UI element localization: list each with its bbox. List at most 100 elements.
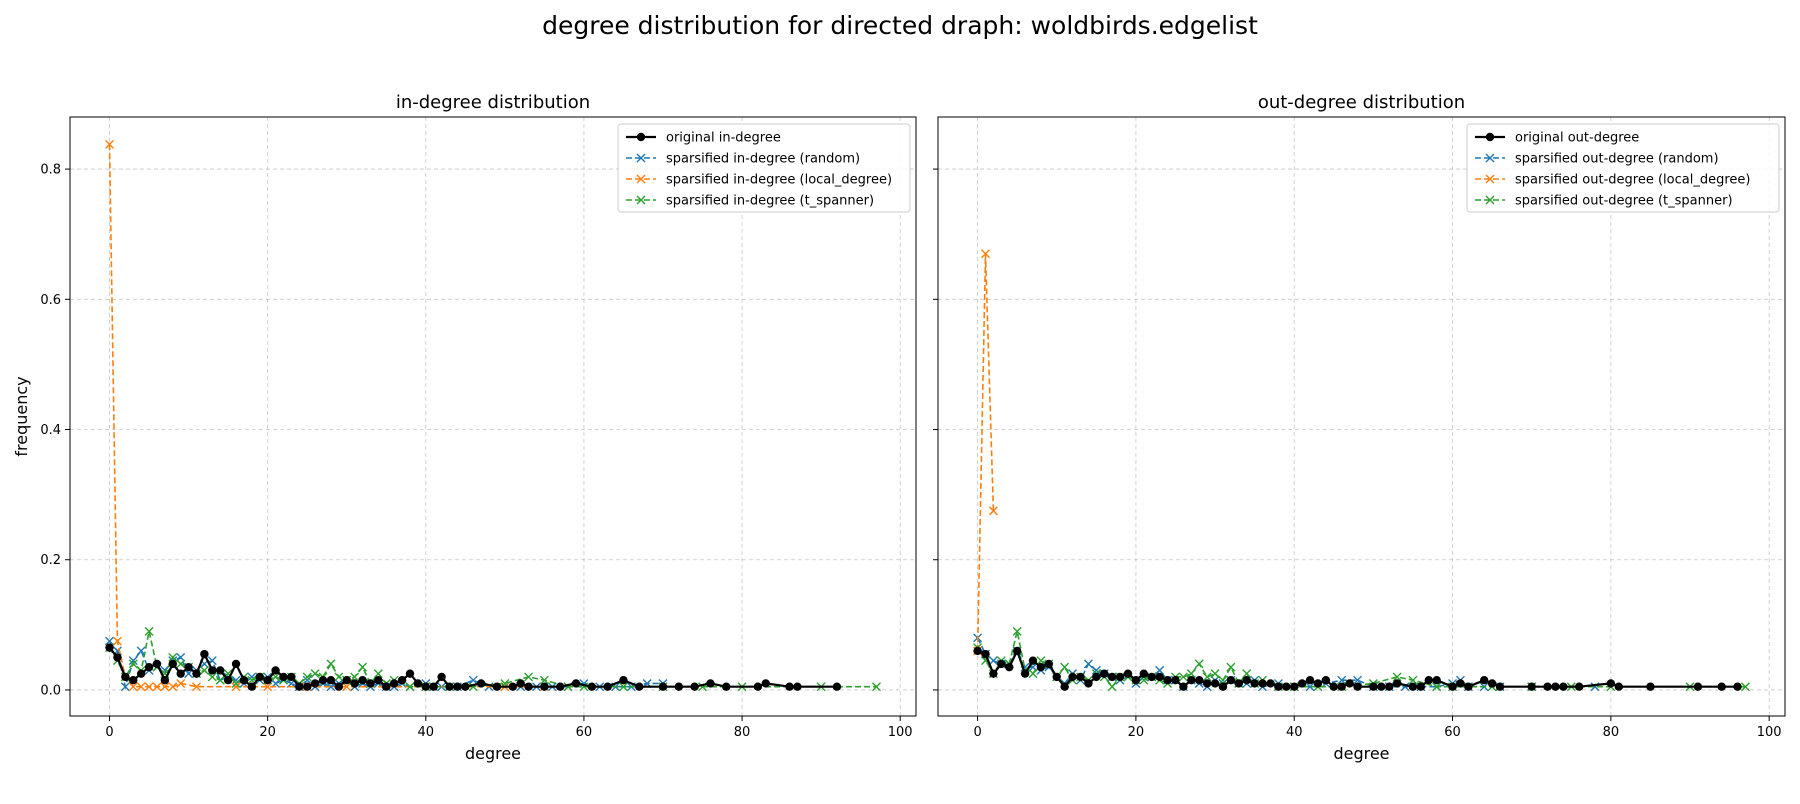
chart-0-series-3-point-9 [176, 669, 185, 678]
chart-1-series-3-point-47 [1345, 679, 1354, 688]
chart-1-series-3-point-48 [1353, 682, 1362, 691]
chart-0-ytick-label-3: 0.6 [40, 293, 61, 308]
chart-0-legend-label-1: sparsified in-degree (random) [666, 152, 860, 167]
chart-0-series-1-point-3 [128, 682, 138, 692]
chart-0-xtick-label-2: 40 [418, 725, 435, 740]
chart-1-series-3-point-64 [1543, 682, 1552, 691]
chart-1-series-3-point-56 [1432, 675, 1441, 685]
chart-1-series-3-point-8 [1036, 662, 1046, 672]
chart-0-series-2-point-42 [524, 672, 534, 682]
chart-1-series-3-point-27 [1187, 675, 1196, 685]
chart-0-series-0-point-0 [105, 636, 115, 646]
chart-0-series-3-point-29 [334, 682, 344, 691]
chart-0-series-3-point-53 [571, 679, 581, 688]
chart-0-series-3-point-55 [603, 682, 612, 691]
chart-1-series-2-point-34 [1242, 669, 1252, 679]
chart-0-series-0-point-3 [128, 656, 138, 666]
chart-0-series-1-point-7 [160, 682, 170, 692]
chart-1-series-0-point-15 [1091, 665, 1101, 675]
chart-0-series-2-point-31 [350, 672, 360, 682]
chart-1-xtick-label-2: 40 [1286, 725, 1303, 740]
chart-0-series-3-point-63 [753, 682, 763, 691]
chart-0-series-3-point-43 [445, 682, 454, 691]
chart-0-series-3-point-57 [635, 682, 644, 691]
chart-0-series-3-point-7 [160, 675, 170, 685]
chart-0-series-2-point-46 [618, 682, 628, 692]
chart-0-series-2-point-26 [310, 669, 320, 679]
chart-0-series-0-point-2 [120, 682, 130, 692]
chart-1-series-3-point-73 [1733, 682, 1742, 691]
chart-0-series-3-point-11 [192, 669, 201, 678]
chart-1-xtick-label-1: 20 [1128, 725, 1145, 740]
chart-0-series-3-point-30 [342, 675, 351, 685]
chart-0-series-3-point-67 [832, 682, 842, 691]
chart-0-series-3-point-20 [263, 675, 272, 685]
chart-0-series-2-point-29 [334, 672, 344, 682]
chart-1-xtick-label-5: 100 [1757, 725, 1782, 740]
chart-0-series-3-point-3 [129, 675, 138, 685]
chart-1-series-2-point-43 [1408, 675, 1418, 685]
chart-0-legend-marker-0 [636, 132, 646, 142]
chart-0-series-3-point-0 [105, 643, 114, 652]
chart-1-series-3-point-32 [1226, 675, 1236, 685]
chart-1-series-3-point-66 [1559, 682, 1568, 691]
chart-0-series-3-point-64 [761, 679, 770, 688]
chart-1-series-3-point-63 [1527, 682, 1536, 691]
chart-1-xlabel: degree [1333, 744, 1389, 763]
chart-0-series-3-point-31 [350, 679, 359, 688]
chart-1-series-3-point-62 [1495, 682, 1505, 691]
chart-1-series-3-point-23 [1155, 672, 1164, 682]
chart-0-series-3-point-10 [184, 662, 193, 672]
chart-0-xtick-label-5: 100 [888, 725, 913, 740]
chart-1-legend-box [1466, 123, 1780, 213]
chart-0-series-3-point-5 [144, 662, 154, 672]
chart-0-series-2-point-5 [144, 626, 154, 636]
chart-0-series-3-point-45 [461, 682, 470, 691]
chart-0-series-2-point-25 [302, 672, 312, 682]
chart-1-series-2-point-30 [1210, 669, 1220, 679]
chart-0-series-2-point-13 [207, 672, 217, 682]
chart-0-ytick-label-2: 0.4 [40, 423, 61, 438]
chart-1-frame [937, 116, 1786, 717]
chart-1-series-3-point-36 [1258, 679, 1267, 688]
chart-0-series-0-point-9 [176, 652, 186, 662]
chart-1-series-3-point-19 [1123, 669, 1133, 678]
figure-title: degree distribution for directed draph: … [542, 11, 1258, 40]
chart-0-series-3-point-35 [382, 682, 391, 691]
chart-0-series-3-point-37 [397, 675, 407, 685]
chart-1-xtick-label-0: 0 [973, 725, 981, 740]
chart-0-series-3-point-25 [302, 682, 312, 691]
chart-0-series-0-point-10 [184, 669, 194, 679]
chart-0-series-3-point-2 [121, 672, 130, 682]
chart-1-series-3-point-69 [1614, 682, 1623, 691]
chart-0-series-2-point-12 [199, 665, 209, 675]
chart-1-series-2-point-51 [1740, 682, 1750, 692]
chart-1-series-2-point-8 [1036, 656, 1046, 666]
chart-0-series-2-point-32 [358, 662, 368, 672]
chart-0-legend-marker-2 [636, 174, 646, 184]
chart-0-series-2-point-28 [326, 659, 336, 669]
chart-1-legend-marker-2 [1485, 174, 1495, 184]
chart-0-series-3-point-60 [690, 682, 699, 691]
chart-0-series-3-point-51 [540, 682, 549, 691]
chart-0-xtick-label-3: 60 [576, 725, 593, 740]
chart-0-legend-label-3: sparsified in-degree (t_spanner) [666, 194, 874, 209]
chart-0-series-3-point-36 [389, 679, 399, 688]
chart-1-series-3-point-12 [1068, 672, 1077, 682]
chart-0-ytick-label-1: 0.2 [40, 553, 61, 568]
chart-0-series-1-point-6 [152, 682, 162, 692]
chart-1-series-3-point-17 [1107, 672, 1117, 682]
chart-1-legend-label-0: original out-degree [1515, 131, 1639, 146]
chart-0-series-3-point-65 [785, 682, 794, 691]
chart-0-series-2-point-8 [168, 652, 178, 662]
chart-0-series-3-point-27 [318, 675, 328, 685]
chart-0-series-3-point-54 [587, 682, 597, 691]
chart-0-series-3-point-38 [405, 669, 415, 678]
chart-0-series-3-point-47 [492, 682, 502, 691]
chart-1-series-3-point-72 [1717, 682, 1726, 691]
chart-1-series-3-point-46 [1337, 682, 1346, 691]
chart-0-series-3-point-15 [223, 675, 233, 685]
chart-1-series-3-point-28 [1195, 675, 1204, 685]
chart-1-series-3-point-13 [1076, 672, 1085, 682]
chart-1-series-2-point-27 [1186, 669, 1196, 679]
